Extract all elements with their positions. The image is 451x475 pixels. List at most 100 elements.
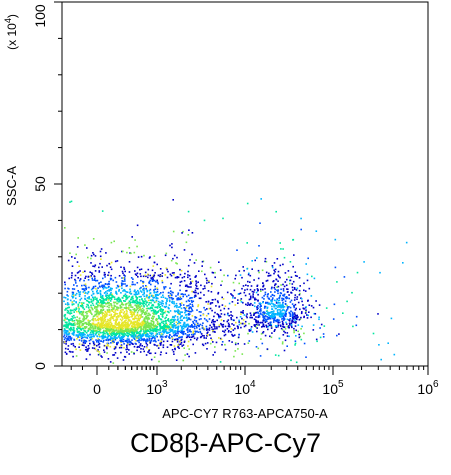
event-dot <box>72 342 74 345</box>
event-dot <box>267 313 269 315</box>
event-dot <box>171 243 173 245</box>
event-dot <box>287 288 289 291</box>
event-dot <box>107 345 109 347</box>
event-dot <box>276 289 278 292</box>
event-dot <box>131 334 133 337</box>
event-dot <box>148 335 151 337</box>
event-dot <box>143 322 146 324</box>
event-dot <box>204 309 207 311</box>
event-dot <box>145 303 147 306</box>
event-dot <box>99 312 102 315</box>
event-dot <box>195 325 198 328</box>
event-dot <box>155 328 157 330</box>
event-dot <box>84 330 87 332</box>
event-dot <box>121 308 123 311</box>
event-dot <box>134 315 136 318</box>
event-dot <box>101 306 103 308</box>
event-dot <box>110 322 113 325</box>
event-dot <box>279 312 281 315</box>
event-dot <box>203 327 206 330</box>
event-dot <box>120 341 122 344</box>
event-dot <box>266 315 268 318</box>
event-dot <box>72 291 75 294</box>
event-dot <box>121 303 124 306</box>
event-dot <box>179 284 181 287</box>
event-dot <box>152 265 155 267</box>
event-dot <box>118 346 121 349</box>
event-dot <box>107 335 109 337</box>
event-dot <box>223 334 226 337</box>
event-dot <box>71 295 73 297</box>
event-dot <box>64 329 67 332</box>
event-dot <box>110 278 113 280</box>
event-dot <box>158 293 161 295</box>
event-dot <box>169 310 172 312</box>
event-dot <box>279 310 282 313</box>
event-dot <box>379 271 381 274</box>
event-dot <box>197 305 199 308</box>
event-dot <box>206 335 208 337</box>
event-dot <box>268 314 270 317</box>
event-dot <box>95 329 97 332</box>
event-dot <box>176 326 179 329</box>
event-dot <box>68 318 70 321</box>
event-dot <box>334 238 337 241</box>
event-dot <box>113 346 116 348</box>
event-dot <box>283 316 285 319</box>
event-dot <box>289 279 292 282</box>
event-dot <box>115 298 118 301</box>
event-dot <box>217 291 220 294</box>
event-dot <box>199 331 202 334</box>
event-dot <box>402 262 404 264</box>
event-dot <box>127 343 129 346</box>
event-dot <box>142 301 145 304</box>
event-dot <box>83 288 85 290</box>
event-dot <box>231 315 234 317</box>
event-dot <box>97 312 100 315</box>
event-dot <box>156 323 159 325</box>
event-dot <box>273 294 276 297</box>
event-dot <box>77 336 79 338</box>
event-dot <box>115 329 117 331</box>
event-dot <box>119 339 121 342</box>
event-dot <box>188 348 190 350</box>
event-dot <box>238 333 240 336</box>
event-dot <box>124 323 126 326</box>
event-dot <box>247 342 250 344</box>
event-dot <box>186 334 189 336</box>
event-dot <box>179 281 182 283</box>
event-dot <box>271 315 273 317</box>
event-dot <box>74 280 77 282</box>
event-dot <box>222 323 225 326</box>
event-dot <box>137 337 140 340</box>
event-dot <box>163 286 165 288</box>
event-dot <box>310 295 313 297</box>
event-dot <box>278 319 280 321</box>
event-dot <box>114 276 117 279</box>
event-dot <box>223 313 226 316</box>
event-dot <box>144 274 147 277</box>
event-dot <box>125 334 128 337</box>
event-dot <box>214 276 216 279</box>
event-dot <box>146 320 149 322</box>
event-dot <box>102 341 104 343</box>
event-dot <box>279 304 282 306</box>
event-dot <box>111 309 114 312</box>
event-dot <box>138 333 141 335</box>
event-dot <box>110 274 112 277</box>
event-dot <box>112 362 115 364</box>
event-dot <box>198 297 201 300</box>
event-dot <box>116 357 119 359</box>
event-dot <box>140 328 143 330</box>
event-dot <box>123 266 125 269</box>
event-dot <box>133 321 135 323</box>
event-dot <box>161 315 164 317</box>
event-dot <box>80 337 83 340</box>
event-dot <box>69 335 72 338</box>
event-dot <box>160 303 162 306</box>
event-dot <box>97 341 100 343</box>
event-dot <box>83 329 85 332</box>
event-dot <box>271 298 274 301</box>
event-dot <box>286 309 288 311</box>
event-dot <box>305 309 307 311</box>
